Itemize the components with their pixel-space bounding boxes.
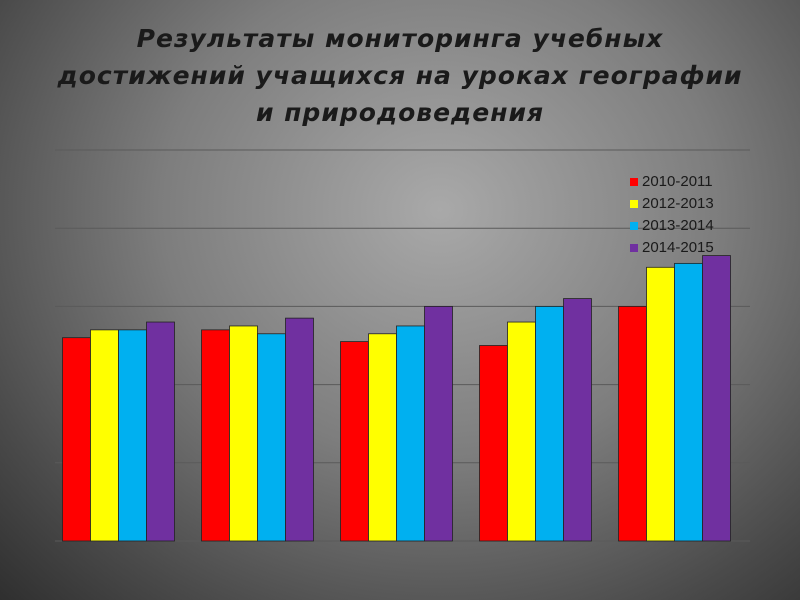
bar xyxy=(479,345,508,542)
bar xyxy=(674,262,703,542)
bar xyxy=(424,305,453,542)
chart-title: Результаты мониторинга учебных достижени… xyxy=(57,24,743,127)
bar xyxy=(146,321,175,542)
bar xyxy=(90,329,119,542)
bar xyxy=(285,317,314,542)
bar xyxy=(229,325,258,542)
bar xyxy=(201,329,230,542)
bar xyxy=(618,305,647,542)
bar xyxy=(368,333,397,542)
bar xyxy=(535,305,564,542)
legend-swatch xyxy=(630,244,638,252)
legend-label: 2012-2013 xyxy=(642,195,714,212)
legend-label: 2010-2011 xyxy=(642,173,713,190)
bar xyxy=(340,341,369,542)
legend-label: 2013-2014 xyxy=(642,217,714,234)
bar xyxy=(563,298,592,542)
legend-swatch xyxy=(630,178,638,186)
bar xyxy=(118,329,147,542)
bar xyxy=(62,337,91,542)
legend-swatch xyxy=(630,200,638,208)
bar xyxy=(507,321,536,542)
bar xyxy=(646,266,675,542)
bar xyxy=(396,325,425,542)
bar xyxy=(702,255,731,542)
bar xyxy=(257,333,286,542)
legend-swatch xyxy=(630,222,638,230)
legend-label: 2014-2015 xyxy=(642,239,714,256)
